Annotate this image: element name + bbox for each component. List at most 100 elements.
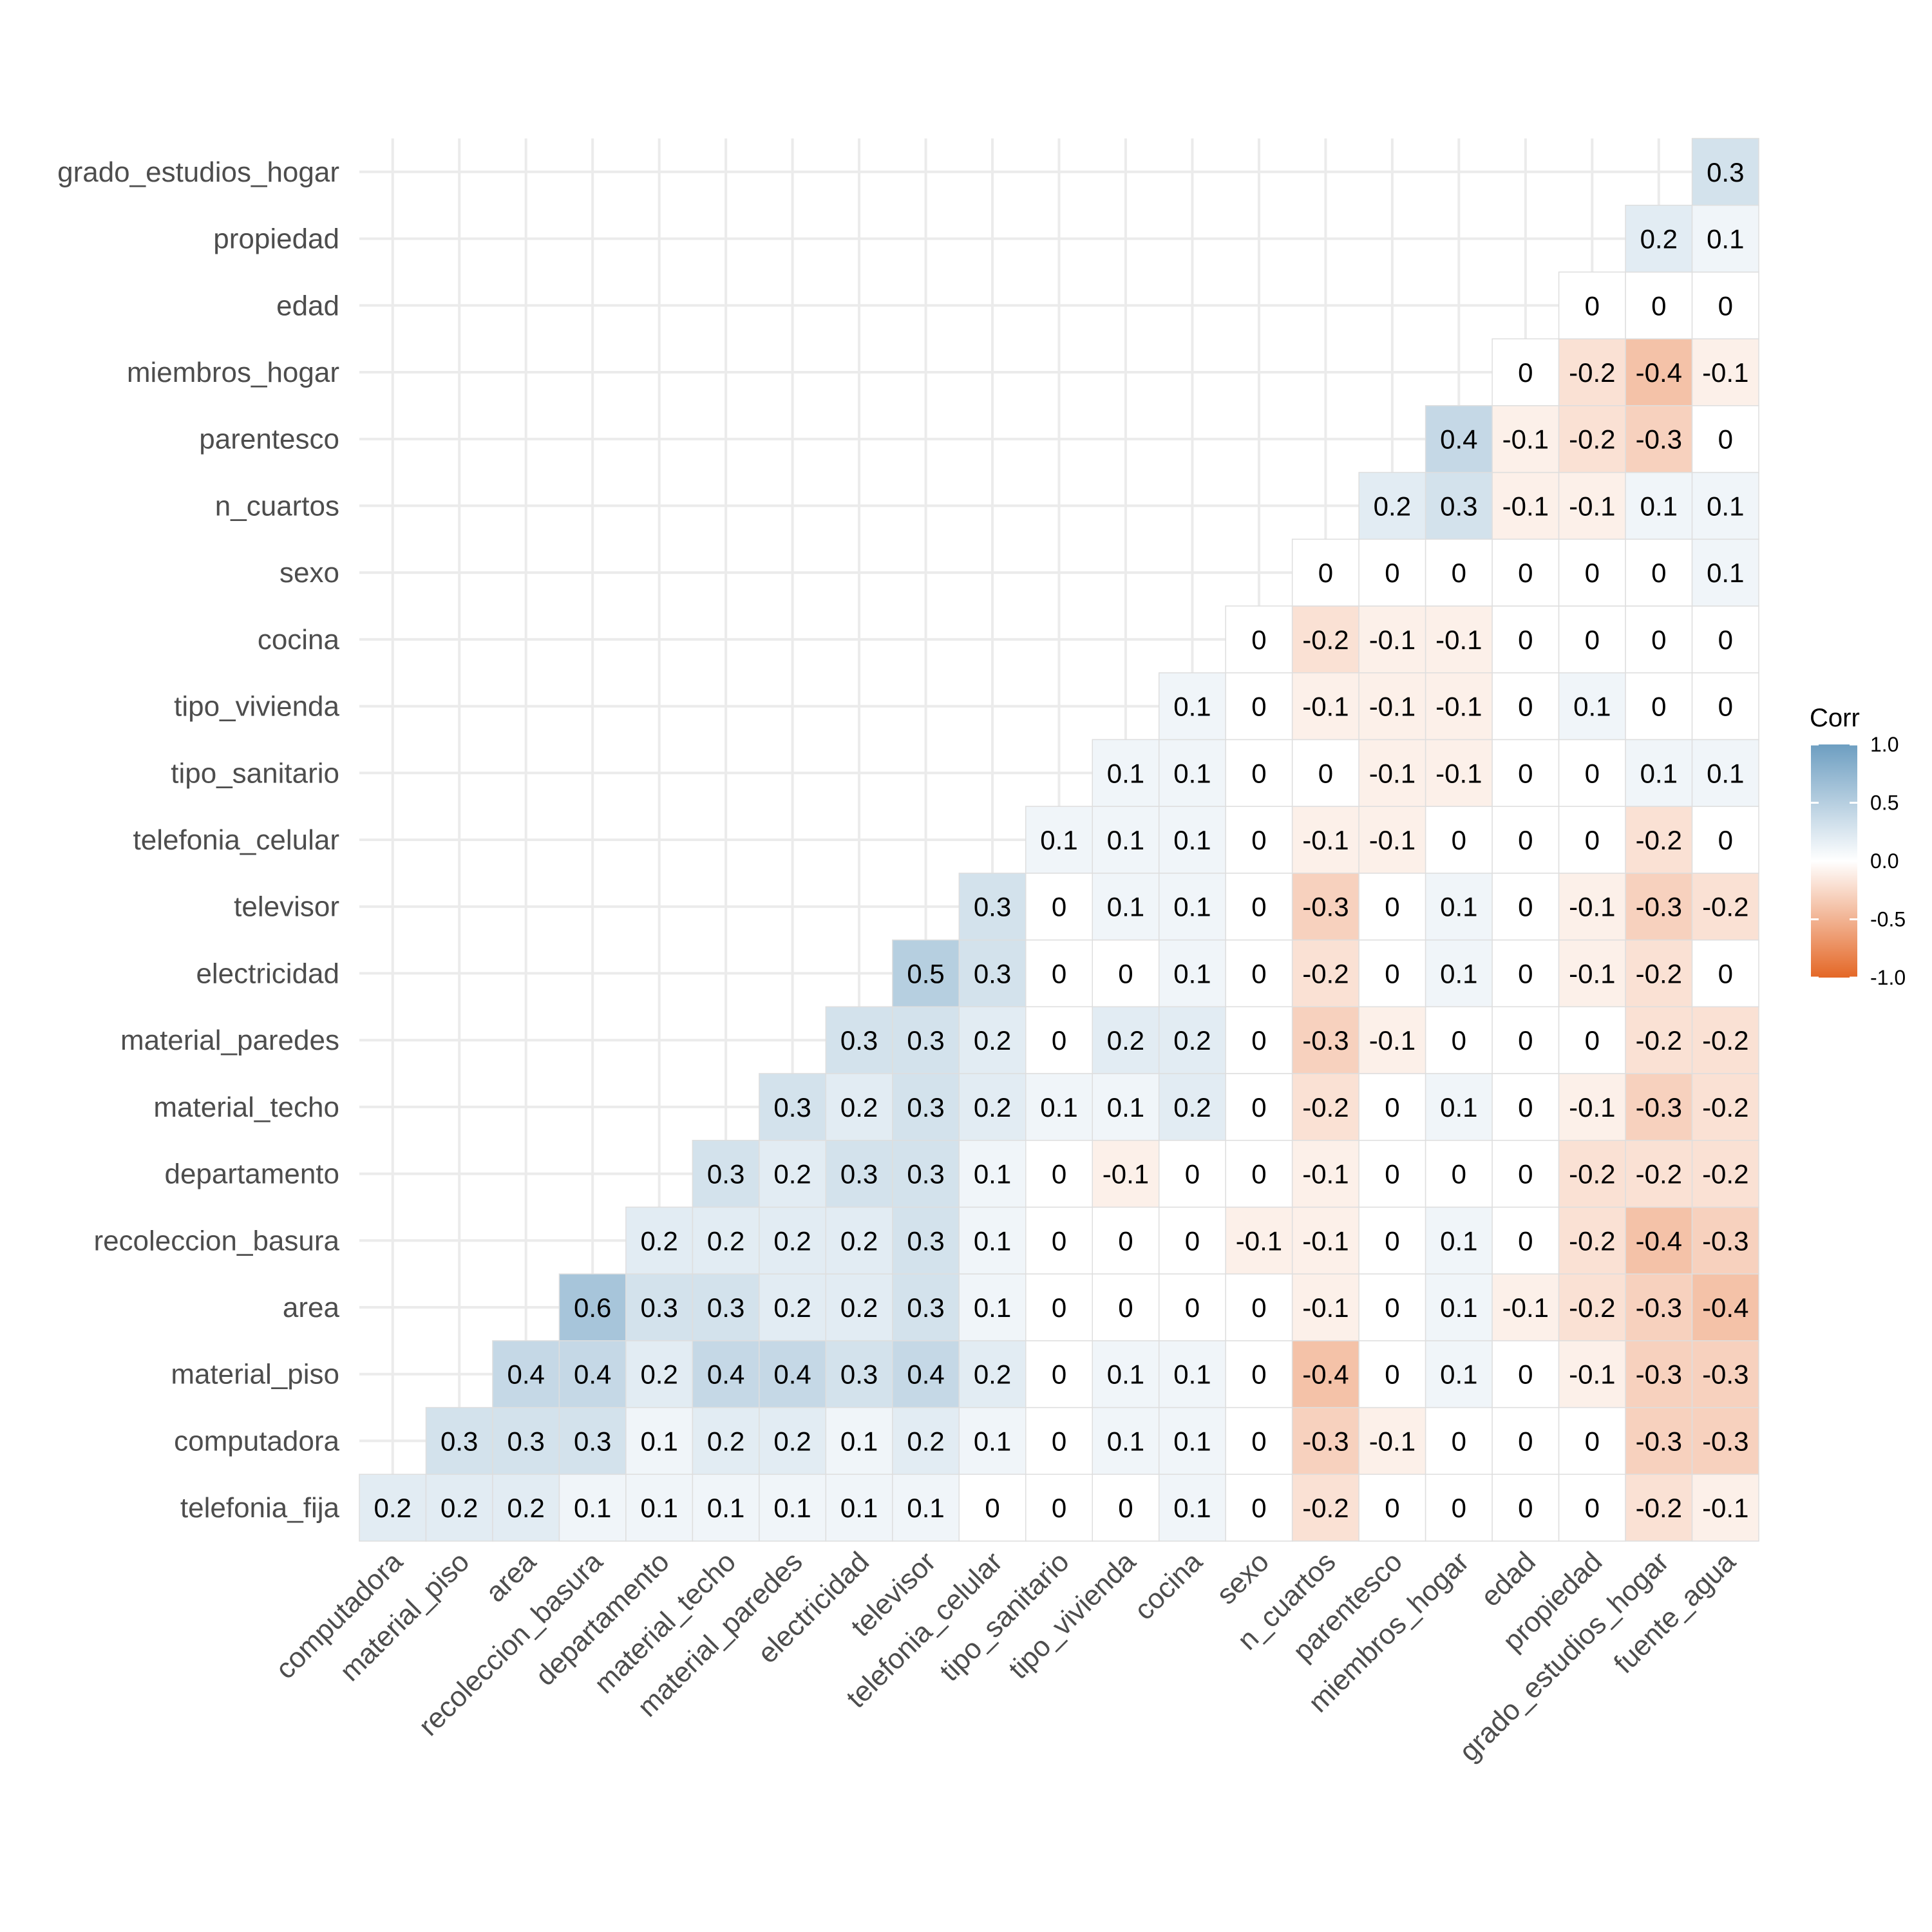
legend-tick-label: -0.5 bbox=[1870, 908, 1906, 931]
cell-value-label: 0.2 bbox=[707, 1426, 744, 1456]
cell-value-label: 0 bbox=[1718, 692, 1733, 722]
cell-value-label: 0.3 bbox=[440, 1426, 478, 1456]
heatmap-cell bbox=[1158, 1006, 1226, 1074]
cell-value-label: 0 bbox=[1118, 1293, 1133, 1323]
heatmap-cell bbox=[625, 1340, 694, 1408]
heatmap-cell bbox=[1492, 338, 1560, 406]
cell-value-label: 0 bbox=[1518, 692, 1533, 722]
heatmap-cell bbox=[1691, 939, 1759, 1008]
cell-value-label: 0 bbox=[1518, 1092, 1533, 1122]
cell-value-label: 0.2 bbox=[1173, 1092, 1211, 1122]
heatmap-cell bbox=[759, 1473, 827, 1542]
cell-value-label: -0.1 bbox=[1702, 1493, 1748, 1523]
heatmap-cell bbox=[1025, 939, 1093, 1008]
cell-value-label: -0.1 bbox=[1569, 892, 1615, 922]
cell-value-label: 0 bbox=[1518, 1159, 1533, 1189]
heatmap-cell bbox=[1691, 1406, 1759, 1475]
cell-value-label: -0.2 bbox=[1702, 1092, 1748, 1122]
heatmap-cell bbox=[1291, 1273, 1359, 1341]
y-tick-label: edad bbox=[276, 290, 339, 321]
heatmap-cell bbox=[1691, 204, 1759, 273]
cell-value-label: 0.4 bbox=[574, 1359, 611, 1390]
cell-value-label: 0.1 bbox=[974, 1426, 1011, 1456]
cell-value-label: 0.3 bbox=[840, 1359, 878, 1390]
legend-tick-label: 1.0 bbox=[1870, 733, 1899, 756]
cell-value-label: 0 bbox=[1251, 825, 1266, 855]
cell-value-label: 0.1 bbox=[1107, 1426, 1144, 1456]
cell-value-label: -0.2 bbox=[1569, 1159, 1615, 1189]
heatmap-cell bbox=[1625, 939, 1693, 1008]
heatmap-cell bbox=[1158, 1206, 1226, 1274]
heatmap-cell bbox=[1425, 1139, 1493, 1208]
heatmap-cell bbox=[1558, 1273, 1626, 1341]
heatmap-cell bbox=[1691, 806, 1759, 874]
heatmap-cell bbox=[1358, 939, 1426, 1008]
cell-value-label: -0.1 bbox=[1369, 625, 1416, 655]
cell-value-label: -0.1 bbox=[1569, 958, 1615, 989]
cell-value-label: -0.4 bbox=[1636, 357, 1682, 388]
cell-value-label: 0.3 bbox=[907, 1293, 944, 1323]
heatmap-cell bbox=[1358, 1206, 1426, 1274]
cell-value-label: 0.1 bbox=[1440, 1293, 1477, 1323]
heatmap-cell bbox=[1358, 739, 1426, 807]
cell-value-label: 0.1 bbox=[1107, 892, 1144, 922]
heatmap-cell bbox=[1625, 338, 1693, 406]
heatmap-cell bbox=[1158, 1073, 1226, 1141]
heatmap-cell bbox=[1492, 1006, 1560, 1074]
cell-value-label: -0.1 bbox=[1302, 1226, 1349, 1256]
cell-value-label: 0.1 bbox=[640, 1426, 677, 1456]
cell-value-label: 0.1 bbox=[1107, 1359, 1144, 1390]
heatmap-cell bbox=[825, 1406, 893, 1475]
cell-value-label: 0.2 bbox=[507, 1493, 544, 1523]
cell-value-label: 0.1 bbox=[1107, 825, 1144, 855]
cell-value-label: 0 bbox=[1651, 625, 1666, 655]
cell-value-label: -0.4 bbox=[1702, 1293, 1748, 1323]
heatmap-cell bbox=[1492, 739, 1560, 807]
heatmap-cell bbox=[1225, 1340, 1293, 1408]
legend: Corr 1.0 0.5 0.0 -0.5 -1.0 bbox=[1810, 704, 1906, 989]
cell-value-label: -0.1 bbox=[1103, 1159, 1149, 1189]
cell-value-label: -0.1 bbox=[1569, 1359, 1615, 1390]
cell-value-label: 0.3 bbox=[974, 892, 1011, 922]
cell-value-label: 0.1 bbox=[907, 1493, 944, 1523]
cell-value-label: -0.3 bbox=[1636, 1426, 1682, 1456]
cell-value-label: 0.1 bbox=[1707, 491, 1744, 521]
heatmap-cell bbox=[1558, 405, 1626, 473]
cell-value-label: 0.1 bbox=[840, 1493, 878, 1523]
heatmap-cell bbox=[1625, 204, 1693, 273]
cell-value-label: 0 bbox=[1585, 290, 1600, 321]
cell-value-label: -0.1 bbox=[1302, 825, 1349, 855]
cell-value-label: 0.2 bbox=[707, 1226, 744, 1256]
heatmap-cell bbox=[1158, 1473, 1226, 1542]
heatmap-cell bbox=[1558, 338, 1626, 406]
cell-value-label: -0.2 bbox=[1636, 958, 1682, 989]
legend-title: Corr bbox=[1810, 704, 1860, 732]
heatmap-cell bbox=[1425, 1273, 1493, 1341]
heatmap-cell bbox=[1625, 405, 1693, 473]
cell-value-label: 0.2 bbox=[840, 1226, 878, 1256]
heatmap-cell bbox=[1558, 1006, 1626, 1074]
heatmap-cell bbox=[759, 1206, 827, 1274]
cell-value-label: 0.3 bbox=[840, 1159, 878, 1189]
cell-value-label: 0.2 bbox=[773, 1293, 811, 1323]
heatmap-cell bbox=[1425, 405, 1493, 473]
cell-value-label: 0.3 bbox=[1440, 491, 1477, 521]
cell-value-label: -0.1 bbox=[1302, 692, 1349, 722]
heatmap-cell bbox=[1625, 271, 1693, 339]
heatmap-cell bbox=[1158, 1273, 1226, 1341]
cell-value-label: 0 bbox=[1385, 1159, 1399, 1189]
cell-value-label: 0.3 bbox=[907, 1159, 944, 1189]
cell-value-label: -0.4 bbox=[1636, 1226, 1682, 1256]
heatmap-cell bbox=[359, 1473, 427, 1542]
y-tick-label: area bbox=[283, 1292, 340, 1323]
cell-value-label: -0.2 bbox=[1569, 357, 1615, 388]
heatmap-cell bbox=[1691, 739, 1759, 807]
cell-value-label: 0 bbox=[1518, 1493, 1533, 1523]
heatmap-cells: 0.2 0.2 0.2 0.1 0.1 0.1 0.1 0.1 0.1 0 0 0 0.1 0 -0.2 0 0… bbox=[359, 138, 1759, 1542]
y-tick-label: tipo_sanitario bbox=[171, 757, 339, 789]
cell-value-label: 0 bbox=[1651, 558, 1666, 588]
y-tick-label: recoleccion_basura bbox=[93, 1225, 339, 1256]
cell-value-label: 0 bbox=[1518, 625, 1533, 655]
heatmap-cell bbox=[1092, 1073, 1160, 1141]
heatmap-cell bbox=[892, 1073, 960, 1141]
